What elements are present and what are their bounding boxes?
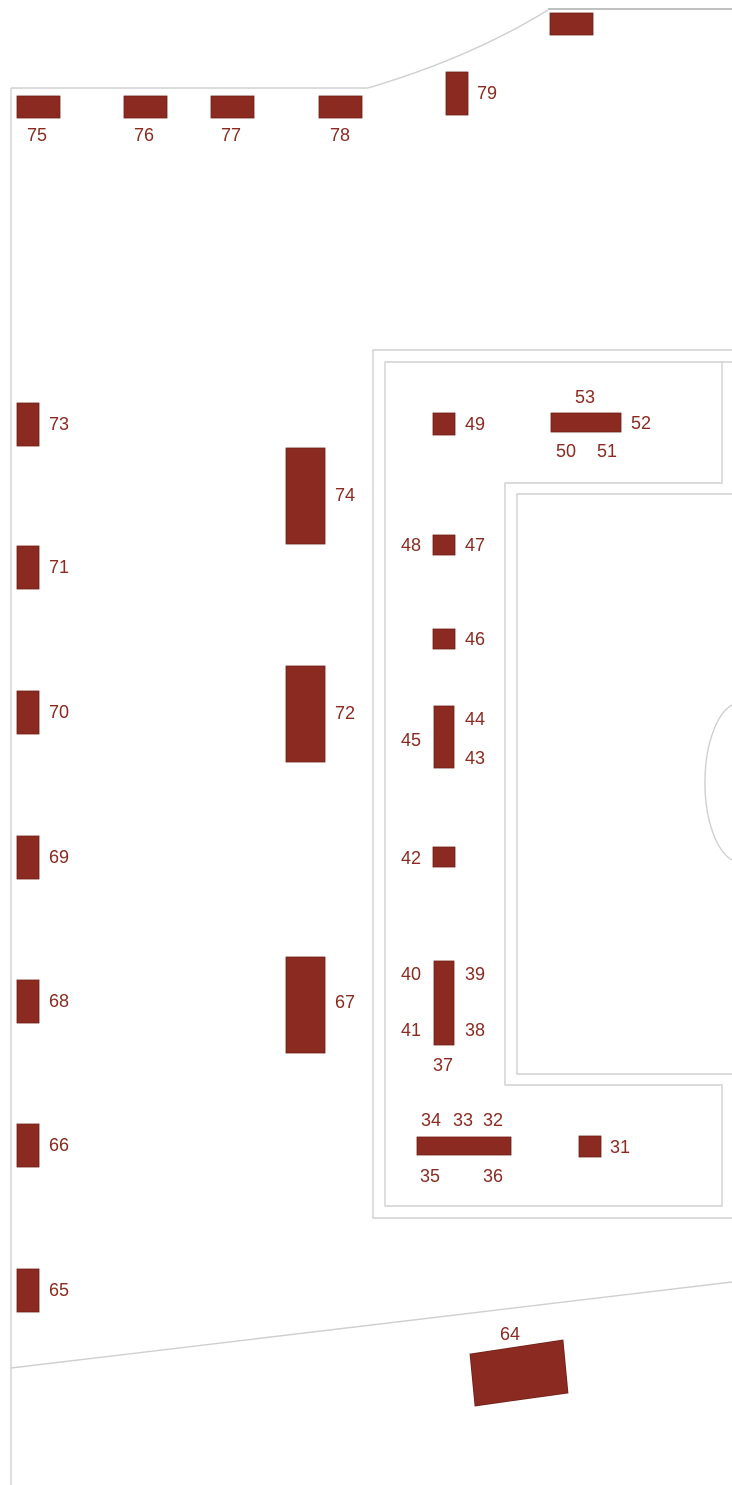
label-64: 65: [49, 1280, 69, 1300]
booth-73[interactable]: [285, 447, 326, 545]
label-66: 67: [335, 992, 355, 1012]
booth-68[interactable]: [16, 835, 40, 880]
booth-47-48[interactable]: [432, 534, 456, 556]
label-38: 38: [465, 1020, 485, 1040]
booth-66[interactable]: [285, 956, 326, 1054]
label-70: 71: [49, 557, 69, 577]
label-67: 68: [49, 991, 69, 1011]
label-76: 77: [221, 125, 241, 145]
booth-79[interactable]: [549, 12, 594, 36]
label-72: 73: [49, 414, 69, 434]
label-31: 31: [610, 1137, 630, 1157]
label-69: 70: [49, 702, 69, 722]
label-78: 79: [477, 83, 497, 103]
booth-49[interactable]: [432, 412, 456, 436]
booth-75[interactable]: [123, 95, 168, 119]
label-63: 64: [500, 1324, 520, 1344]
booth-71[interactable]: [285, 665, 326, 763]
label-46: 46: [465, 629, 485, 649]
booths: [16, 12, 622, 1407]
label-74: 75: [27, 125, 47, 145]
booth-69[interactable]: [16, 690, 40, 735]
label-42: 42: [401, 848, 421, 868]
label-52: 52: [631, 413, 651, 433]
label-47: 47: [465, 535, 485, 555]
booth-72[interactable]: [16, 402, 40, 447]
booth-74[interactable]: [16, 95, 61, 119]
label-32: 32: [483, 1110, 503, 1130]
booth-76[interactable]: [210, 95, 255, 119]
booth-70[interactable]: [16, 545, 40, 590]
label-68: 69: [49, 847, 69, 867]
booth-63[interactable]: [469, 1339, 569, 1407]
label-65: 66: [49, 1135, 69, 1155]
label-37: 37: [433, 1055, 453, 1075]
booth-labels: 75 76 77 78 79 73 71 70 69 68 66 65 74 7…: [27, 83, 651, 1344]
label-40: 40: [401, 964, 421, 984]
label-77: 78: [330, 125, 350, 145]
booth-67[interactable]: [16, 979, 40, 1024]
label-45: 45: [401, 730, 421, 750]
label-71: 72: [335, 703, 355, 723]
label-36: 36: [483, 1166, 503, 1186]
label-50: 50: [556, 441, 576, 461]
label-33: 33: [453, 1110, 473, 1130]
label-41: 41: [401, 1020, 421, 1040]
booth-43-45[interactable]: [433, 705, 455, 769]
label-34: 34: [421, 1110, 441, 1130]
label-39: 39: [465, 964, 485, 984]
booth-32-36[interactable]: [416, 1136, 512, 1156]
booth-77[interactable]: [318, 95, 363, 119]
booth-50-53[interactable]: [550, 412, 622, 433]
label-35: 35: [420, 1166, 440, 1186]
booth-65[interactable]: [16, 1123, 40, 1168]
booth-42[interactable]: [432, 846, 456, 868]
label-73: 74: [335, 485, 355, 505]
label-75: 76: [134, 125, 154, 145]
booth-46[interactable]: [432, 628, 456, 650]
label-48: 48: [401, 535, 421, 555]
booth-78[interactable]: [445, 71, 469, 116]
label-53: 53: [575, 387, 595, 407]
label-51: 51: [597, 441, 617, 461]
booth-31[interactable]: [578, 1135, 602, 1158]
island-outline: [372, 349, 732, 1219]
label-43: 43: [465, 748, 485, 768]
hall-walls: [10, 8, 732, 1485]
booth-37-41[interactable]: [433, 960, 455, 1046]
label-49: 49: [465, 414, 485, 434]
booth-64[interactable]: [16, 1268, 40, 1313]
label-44: 44: [465, 709, 485, 729]
